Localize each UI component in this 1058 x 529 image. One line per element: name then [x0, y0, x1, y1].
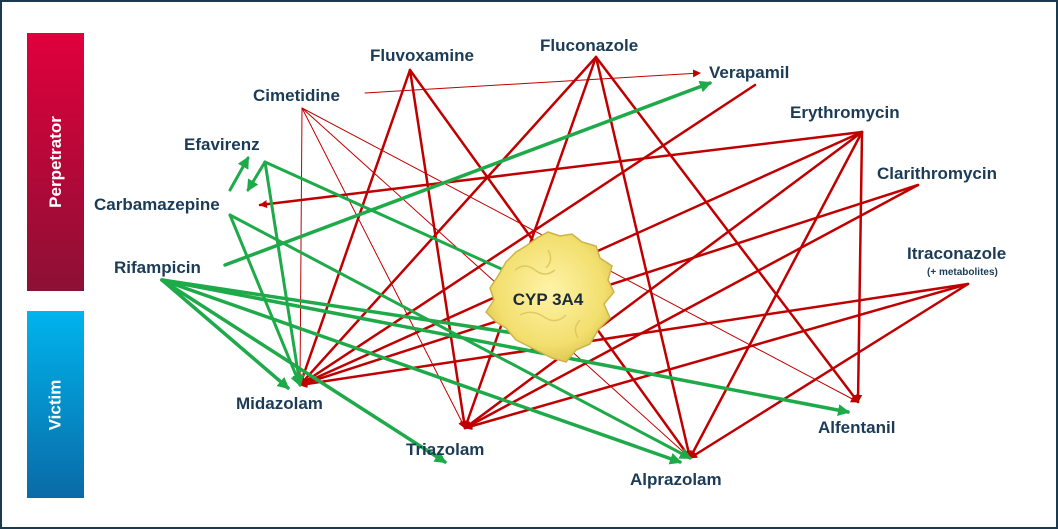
- node-midazolam: Midazolam: [236, 394, 323, 413]
- cyp3a4-enzyme: CYP 3A4: [485, 231, 615, 363]
- edge-rifampicin-to-cyp3a4: [160, 278, 562, 345]
- node-efavirenz: Efavirenz: [184, 135, 260, 154]
- edge-rifampicin-to-midazolam: [160, 278, 290, 390]
- edge-fluconazole-to-alprazolam: [594, 55, 693, 460]
- node-alfentanil: Alfentanil: [818, 418, 895, 437]
- victim-bar: Victim: [27, 311, 84, 498]
- edge-rifampicin-to-triazolam: [160, 278, 447, 464]
- node-fluconazole: Fluconazole: [540, 36, 638, 55]
- cyp3a4-texture: [514, 249, 581, 339]
- edge-clarithromycin-to-triazolam: [463, 183, 920, 430]
- edge-rifampicin-to-alprazolam: [160, 278, 682, 465]
- edge-rifampicin-to-alfentanil: [160, 278, 850, 417]
- edge-carbamazepine-to-efavirenz: [228, 156, 250, 192]
- node-carbamazepine: Carbamazepine: [94, 195, 220, 214]
- node-cimetidine: Cimetidine: [253, 86, 340, 105]
- edge-itraconazole-to-triazolam: [463, 282, 970, 430]
- node-triazolam: Triazolam: [406, 440, 484, 459]
- node-rifampicin: Rifampicin: [114, 258, 201, 277]
- node-labels: Fluvoxamine Fluconazole Verapamil Cimeti…: [94, 36, 1006, 489]
- node-itraconazole-note: (+ metabolites): [927, 267, 998, 278]
- edge-erythromycin-to-carbamazepine: [258, 130, 864, 209]
- edge-fluvoxamine-to-triazolam: [408, 68, 468, 430]
- edge-fluconazole-to-midazolam: [298, 55, 598, 387]
- edge-cimetidine-to-verapamil: [364, 69, 701, 94]
- edge-efavirenz-to-cyp3a4: [263, 160, 550, 292]
- edge-erythromycin-to-alfentanil: [854, 130, 864, 404]
- edge-itraconazole-to-alprazolam: [688, 282, 970, 460]
- edge-rifampicin-to-verapamil: [223, 80, 712, 267]
- edge-cimetidine-to-triazolam: [301, 107, 466, 429]
- edge-cimetidine-to-midazolam: [296, 107, 305, 386]
- edge-efavirenz-to-midazolam: [263, 160, 305, 387]
- node-fluvoxamine: Fluvoxamine: [370, 46, 474, 65]
- edge-erythromycin-to-alprazolam: [688, 130, 864, 460]
- node-clarithromycin: Clarithromycin: [877, 164, 997, 183]
- node-verapamil: Verapamil: [709, 63, 789, 82]
- edge-efavirenz-to-carbamazepine: [246, 160, 267, 192]
- cyp3a4-label: CYP 3A4: [513, 290, 584, 309]
- edge-erythromycin-to-triazolam: [463, 130, 864, 430]
- edge-verapamil-to-midazolam: [298, 83, 757, 387]
- node-itraconazole: Itraconazole: [907, 244, 1006, 263]
- perpetrator-bar: Perpetrator: [27, 33, 84, 291]
- cyp3a4-protein-shape: [485, 231, 615, 363]
- node-alprazolam: Alprazolam: [630, 470, 722, 489]
- edge-fluvoxamine-to-midazolam: [298, 68, 412, 387]
- node-erythromycin: Erythromycin: [790, 103, 900, 122]
- edge-fluconazole-to-alfentanil: [594, 55, 860, 404]
